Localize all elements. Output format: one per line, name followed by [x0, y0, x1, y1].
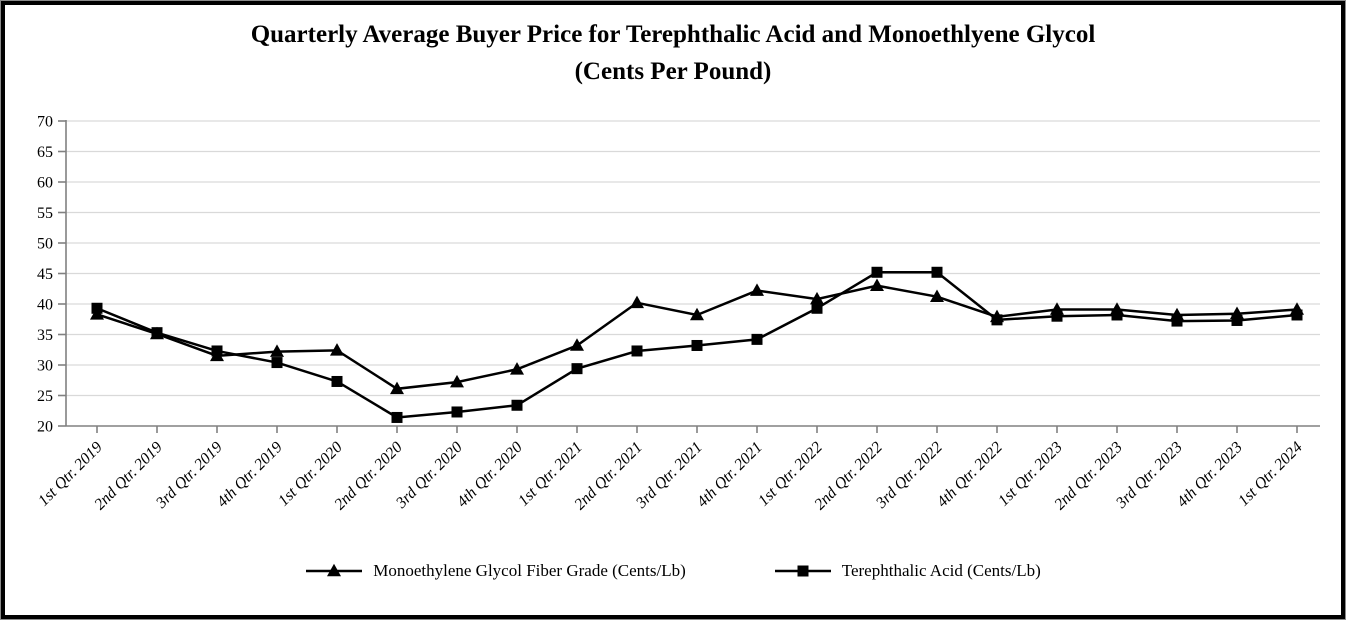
- data-point-terephthalic-acid: [1231, 314, 1243, 326]
- chart-title: Quarterly Average Buyer Price for Tereph…: [5, 16, 1341, 90]
- y-tick-label: 70: [37, 114, 53, 131]
- legend-label-monoethylene-glycol: Monoethylene Glycol Fiber Grade (Cents/L…: [373, 561, 686, 580]
- series-monoethylene-glycol-line: [96, 284, 1298, 391]
- data-point-terephthalic-acid: [91, 302, 103, 314]
- chart-title-line2: (Cents Per Pound): [574, 58, 772, 85]
- legend-marker: [797, 565, 809, 577]
- data-point-terephthalic-acid: [631, 345, 643, 357]
- data-point-terephthalic-acid: [1171, 315, 1183, 327]
- data-point-terephthalic-acid: [931, 266, 943, 278]
- data-point-monoethylene-glycol: [690, 307, 704, 321]
- data-point-terephthalic-acid: [1111, 309, 1123, 321]
- data-point-monoethylene-glycol: [450, 374, 464, 388]
- chart-title-line1: Quarterly Average Buyer Price for Tereph…: [250, 21, 1096, 48]
- data-point-monoethylene-glycol: [510, 362, 524, 375]
- y-tick-label: 55: [37, 205, 53, 222]
- y-tick-label: 40: [37, 297, 53, 314]
- data-point-terephthalic-acid: [211, 345, 223, 357]
- data-point-monoethylene-glycol: [570, 338, 584, 351]
- legend-triangle-marker-icon: [306, 563, 363, 577]
- data-point-terephthalic-acid: [1291, 309, 1303, 321]
- data-point-monoethylene-glycol: [750, 283, 764, 296]
- y-tick-label: 20: [37, 419, 53, 436]
- data-point-monoethylene-glycol: [930, 289, 944, 302]
- data-point-monoethylene-glycol: [390, 381, 404, 395]
- legend-marker: [327, 563, 342, 577]
- data-point-monoethylene-glycol: [270, 344, 284, 357]
- legend-item-terephthalic-acid: Terephthalic Acid (Cents/Lb): [774, 561, 1041, 581]
- y-tick-label: 45: [37, 266, 53, 283]
- y-tick-label: 50: [37, 236, 53, 253]
- data-point-terephthalic-acid: [391, 411, 403, 423]
- data-point-terephthalic-acid: [691, 339, 703, 351]
- data-point-terephthalic-acid: [1051, 310, 1063, 322]
- y-tick-label: 65: [37, 144, 53, 161]
- data-point-monoethylene-glycol: [330, 343, 344, 356]
- data-point-terephthalic-acid: [271, 357, 283, 369]
- legend-item-monoethylene-glycol: Monoethylene Glycol Fiber Grade (Cents/L…: [305, 561, 686, 581]
- data-point-terephthalic-acid: [871, 266, 883, 278]
- data-point-monoethylene-glycol: [630, 295, 644, 309]
- data-point-terephthalic-acid: [991, 314, 1003, 326]
- y-tick-label: 60: [37, 175, 53, 192]
- data-point-terephthalic-acid: [811, 302, 823, 314]
- x-tick-label: 1st Qtr. 2024: [1235, 439, 1306, 510]
- y-tick-label: 30: [37, 358, 53, 375]
- data-point-monoethylene-glycol: [870, 278, 884, 291]
- data-point-terephthalic-acid: [751, 333, 763, 345]
- data-point-terephthalic-acid: [511, 399, 523, 411]
- data-point-terephthalic-acid: [451, 406, 463, 418]
- y-tick-label: 25: [37, 388, 53, 405]
- data-point-terephthalic-acid: [151, 327, 163, 339]
- chart-legend: Monoethylene Glycol Fiber Grade (Cents/L…: [5, 561, 1341, 581]
- data-point-terephthalic-acid: [571, 363, 583, 375]
- data-point-monoethylene-glycol: [810, 291, 824, 305]
- data-point-terephthalic-acid: [331, 375, 343, 387]
- legend-square-marker-icon: [774, 565, 831, 577]
- y-tick-label: 35: [37, 327, 53, 344]
- legend-label-terephthalic-acid: Terephthalic Acid (Cents/Lb): [841, 561, 1041, 580]
